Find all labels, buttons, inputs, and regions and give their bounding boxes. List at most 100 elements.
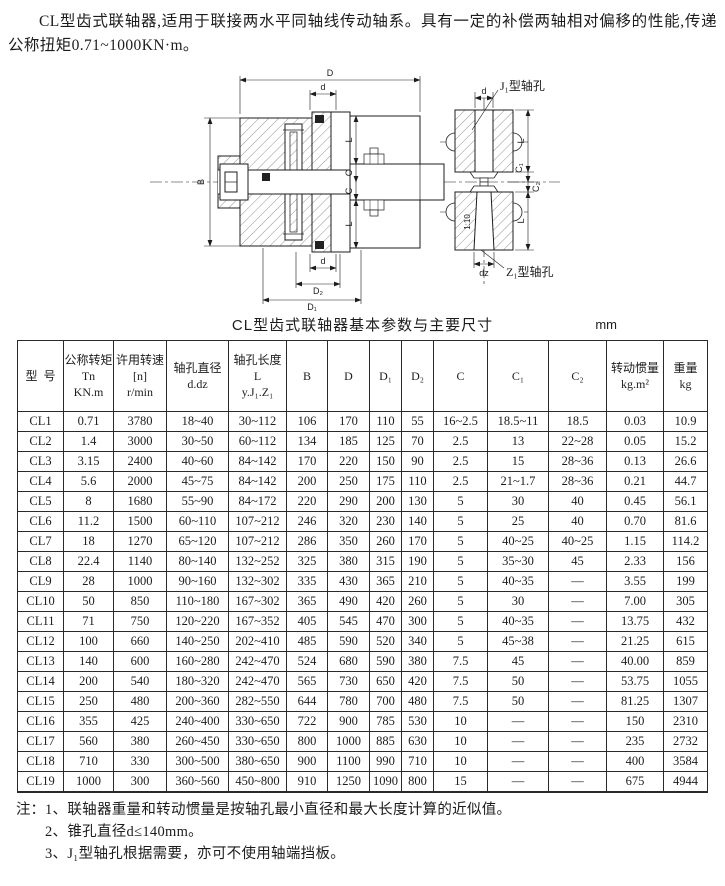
table-cell-speed: 3780 xyxy=(113,411,167,433)
table-cell-D1: 175 xyxy=(369,471,402,493)
column-header-C: C xyxy=(433,340,488,413)
table-cell-C: 2.5 xyxy=(433,471,488,493)
table-cell-B: 900 xyxy=(286,751,328,773)
table-cell-bore-diameter: 160~280 xyxy=(166,651,229,673)
table-row: CL16 355 425 240~400 330~650 722 900 785… xyxy=(17,711,708,733)
table-cell-inertia: 400 xyxy=(606,751,664,773)
table-cell-C1: — xyxy=(487,731,549,753)
table-cell-bore-diameter: 360~560 xyxy=(166,771,229,794)
table-row: CL18 710 330 300~500 380~650 900 1100 99… xyxy=(17,751,708,773)
table-cell-C: 7.5 xyxy=(433,651,488,673)
table-cell-C: 10 xyxy=(433,731,488,753)
table-cell-C2: — xyxy=(548,591,607,613)
table-cell-model: CL10 xyxy=(17,591,64,613)
table-cell-model: CL8 xyxy=(17,551,64,573)
table-cell-B: 335 xyxy=(286,571,328,593)
table-cell-C1: 45 xyxy=(487,651,549,673)
dim-label-B: B xyxy=(196,179,206,185)
table-cell-torque: 710 xyxy=(63,751,114,773)
dim-label-D: D xyxy=(327,68,334,78)
table-cell-bore-length: 330~650 xyxy=(228,711,287,733)
main-view xyxy=(150,111,560,253)
table-cell-bore-diameter: 30~50 xyxy=(166,431,229,453)
table-body: CL1 0.71 3780 18~40 30~112 106 170 110 5… xyxy=(17,411,708,794)
table-cell-C1: 35~30 xyxy=(487,551,549,573)
table-cell-inertia: 0.03 xyxy=(606,411,664,433)
table-row: CL14 200 540 180~320 242~470 565 730 650… xyxy=(17,671,708,693)
parameters-table: 型 号 公称转矩 Tn KN.m 许用转速 [n] r/min 轴孔直径 d.d… xyxy=(17,340,708,794)
table-cell-inertia: 40.00 xyxy=(606,651,664,673)
table-cell-D2: 420 xyxy=(401,671,434,693)
table-cell-bore-length: 242~470 xyxy=(228,671,287,693)
table-cell-B: 524 xyxy=(286,651,328,673)
table-cell-C1: — xyxy=(487,751,549,773)
table-cell-weight: 1307 xyxy=(663,691,708,713)
table-cell-B: 722 xyxy=(286,711,328,733)
table-cell-D1: 230 xyxy=(369,511,402,533)
table-cell-torque: 5.6 xyxy=(63,471,114,493)
table-cell-torque: 18 xyxy=(63,531,114,553)
table-cell-inertia: 2.33 xyxy=(606,551,664,573)
unit-label: mm xyxy=(595,317,617,333)
table-cell-inertia: 0.45 xyxy=(606,491,664,513)
table-cell-model: CL14 xyxy=(17,671,64,693)
table-cell-C1: 50 xyxy=(487,671,549,693)
table-cell-B: 405 xyxy=(286,611,328,633)
table-cell-D: 1100 xyxy=(327,751,370,773)
table-cell-C1: 40~25 xyxy=(487,531,549,553)
table-cell-speed: 1680 xyxy=(113,491,167,513)
table-cell-D: 185 xyxy=(327,431,370,453)
table-cell-C2: — xyxy=(548,751,607,773)
table-cell-D: 900 xyxy=(327,711,370,733)
table-row: CL10 50 850 110~180 167~302 365 490 420 … xyxy=(17,591,708,613)
table-cell-D: 290 xyxy=(327,491,370,513)
table-cell-D: 545 xyxy=(327,611,370,633)
table-cell-weight: 56.1 xyxy=(663,491,708,513)
table-cell-C: 2.5 xyxy=(433,431,488,453)
notes-prefix: 注： xyxy=(16,802,45,819)
table-cell-D: 170 xyxy=(327,411,370,433)
table-cell-torque: 1000 xyxy=(63,771,114,794)
table-cell-bore-diameter: 180~320 xyxy=(166,671,229,693)
table-row: CL6 11.2 1500 60~110 107~212 246 320 230… xyxy=(17,511,708,533)
column-header-bore-length: 轴孔长度 L y.J₁.Z₁ xyxy=(228,340,287,413)
table-cell-inertia: 235 xyxy=(606,731,664,753)
table-cell-bore-length: 60~112 xyxy=(228,431,287,453)
table-cell-D2: 110 xyxy=(401,471,434,493)
table-cell-speed: 540 xyxy=(113,671,167,693)
table-cell-C1: — xyxy=(487,771,549,794)
table-row: CL2 1.4 3000 30~50 60~112 134 185 125 70… xyxy=(17,431,708,453)
table-cell-inertia: 0.13 xyxy=(606,451,664,473)
table-cell-model: CL16 xyxy=(17,711,64,733)
table-cell-speed: 750 xyxy=(113,611,167,633)
table-cell-bore-diameter: 120~220 xyxy=(166,611,229,633)
table-cell-inertia: 7.00 xyxy=(606,591,664,613)
table-cell-D2: 710 xyxy=(401,751,434,773)
dim-label-C-top: C xyxy=(344,169,354,176)
table-cell-bore-length: 107~212 xyxy=(228,531,287,553)
table-cell-D: 590 xyxy=(327,631,370,653)
table-cell-bore-length: 84~172 xyxy=(228,491,287,513)
table-cell-bore-length: 30~112 xyxy=(228,411,287,433)
table-cell-model: CL2 xyxy=(17,431,64,453)
side-view xyxy=(440,89,528,285)
table-cell-bore-length: 282~550 xyxy=(228,691,287,713)
table-cell-D1: 520 xyxy=(369,631,402,653)
table-cell-bore-diameter: 200~360 xyxy=(166,691,229,713)
table-cell-bore-length: 242~470 xyxy=(228,651,287,673)
dim-label-d-bottom: d xyxy=(320,256,325,266)
table-cell-D1: 1090 xyxy=(369,771,402,794)
table-cell-weight: 4944 xyxy=(663,771,708,794)
table-cell-D2: 800 xyxy=(401,771,434,794)
table-cell-D: 1000 xyxy=(327,731,370,753)
table-cell-bore-diameter: 40~60 xyxy=(166,451,229,473)
table-cell-speed: 1500 xyxy=(113,511,167,533)
notes: 注： 1、联轴器重量和转动惯量是按轴孔最小直径和最大长度计算的近似值。 2、锥孔… xyxy=(16,800,725,865)
table-cell-D: 780 xyxy=(327,691,370,713)
table-cell-weight: 10.9 xyxy=(663,411,708,433)
table-cell-D1: 885 xyxy=(369,731,402,753)
table-cell-D: 250 xyxy=(327,471,370,493)
table-cell-C: 15 xyxy=(433,771,488,794)
table-cell-speed: 1140 xyxy=(113,551,167,573)
column-header-weight: 重量 kg xyxy=(663,340,708,413)
